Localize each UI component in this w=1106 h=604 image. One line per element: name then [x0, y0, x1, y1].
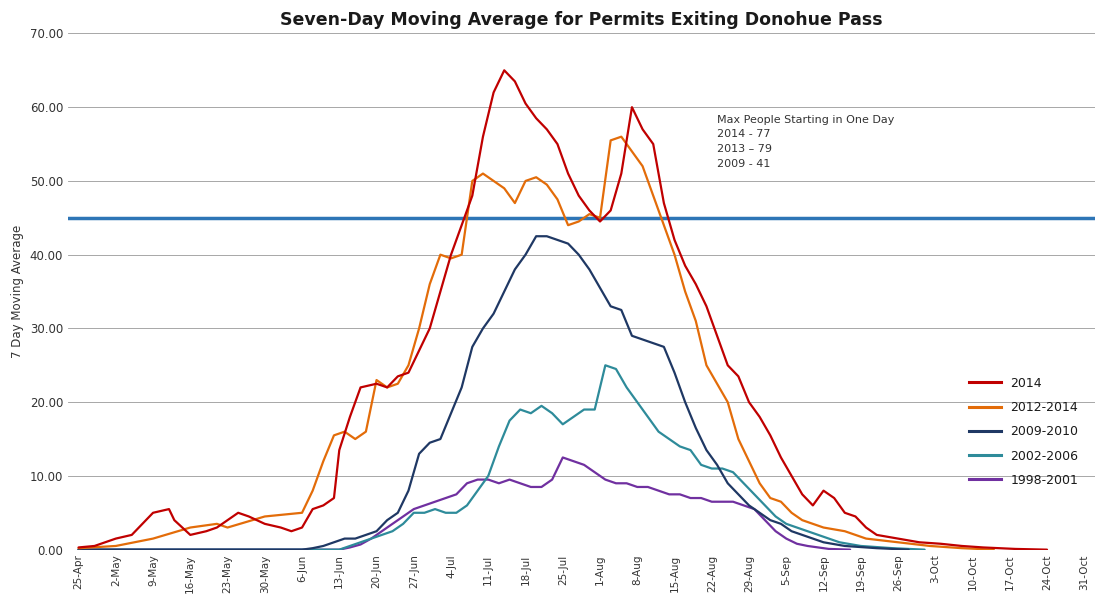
Title: Seven-Day Moving Average for Permits Exiting Donohue Pass: Seven-Day Moving Average for Permits Exi…: [280, 11, 883, 29]
Legend: 2014, 2012-2014, 2009-2010, 2002-2006, 1998-2001: 2014, 2012-2014, 2009-2010, 2002-2006, 1…: [964, 372, 1084, 492]
Y-axis label: 7 Day Moving Average: 7 Day Moving Average: [11, 225, 24, 358]
Text: Max People Starting in One Day
2014 - 77
2013 – 79
2009 - 41: Max People Starting in One Day 2014 - 77…: [717, 115, 895, 169]
